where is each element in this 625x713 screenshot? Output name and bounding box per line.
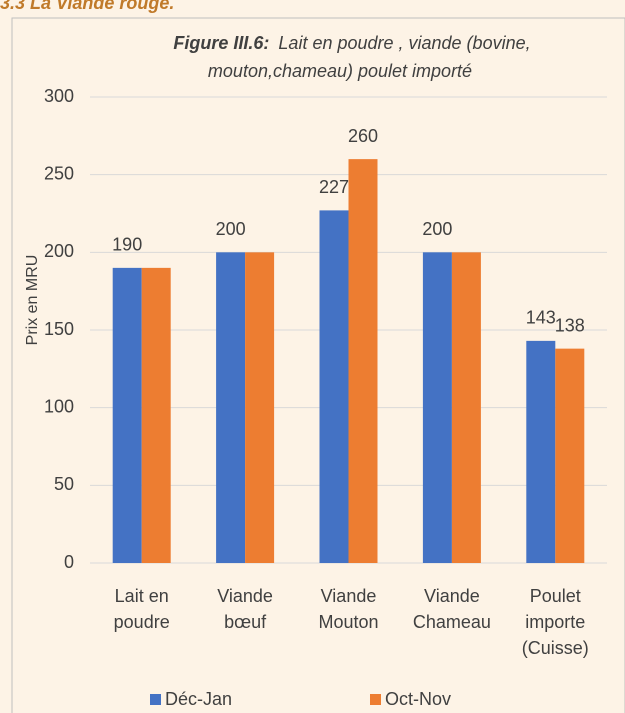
bar bbox=[319, 210, 349, 564]
section-heading: 3.3 La Viande rouge. bbox=[0, 0, 174, 13]
x-tick-label: Poulet bbox=[530, 586, 581, 606]
x-tick-label: Chameau bbox=[413, 612, 491, 632]
x-tick-label: (Cuisse) bbox=[522, 638, 589, 658]
bar bbox=[141, 267, 171, 563]
title-prefix: Figure III.6: bbox=[173, 33, 269, 53]
bar bbox=[348, 159, 378, 563]
bar bbox=[216, 252, 246, 564]
bar bbox=[526, 340, 556, 563]
data-label: 227 bbox=[319, 177, 349, 197]
bar bbox=[245, 252, 275, 564]
legend-label: Oct-Nov bbox=[385, 689, 451, 709]
x-tick-label: poudre bbox=[114, 612, 170, 632]
x-tick-label: Viande bbox=[321, 586, 377, 606]
bar bbox=[112, 267, 142, 563]
data-label: 260 bbox=[348, 126, 378, 146]
y-tick-label: 300 bbox=[44, 86, 74, 106]
x-tick-label: Lait en bbox=[115, 586, 169, 606]
bar bbox=[422, 252, 452, 564]
legend-swatch bbox=[370, 694, 381, 705]
x-tick-label: bœuf bbox=[224, 612, 267, 632]
data-label: 200 bbox=[422, 219, 452, 239]
data-label: 143 bbox=[526, 308, 556, 328]
x-tick-label: Mouton bbox=[318, 612, 378, 632]
title-line: Lait en poudre , viande (bovine, bbox=[278, 33, 530, 53]
data-label: 190 bbox=[112, 235, 142, 255]
x-tick-label: Viande bbox=[424, 586, 480, 606]
y-tick-label: 250 bbox=[44, 163, 74, 183]
y-tick-label: 150 bbox=[44, 319, 74, 339]
title-line: mouton,chameau) poulet importé bbox=[208, 61, 472, 81]
bar bbox=[555, 348, 585, 563]
legend-swatch bbox=[150, 694, 161, 705]
y-tick-label: 100 bbox=[44, 396, 74, 416]
x-tick-label: Viande bbox=[217, 586, 273, 606]
data-label: 200 bbox=[216, 219, 246, 239]
y-axis-label: Prix en MRU bbox=[24, 255, 41, 346]
x-tick-label: importe bbox=[525, 612, 585, 632]
bar bbox=[451, 252, 481, 564]
legend-label: Déc-Jan bbox=[165, 689, 232, 709]
y-tick-label: 200 bbox=[44, 241, 74, 261]
data-label: 138 bbox=[555, 315, 585, 335]
y-tick-label: 0 bbox=[64, 552, 74, 572]
chart-title: Figure III.6: Lait en poudre , viande (b… bbox=[173, 33, 530, 53]
y-tick-label: 50 bbox=[54, 474, 74, 494]
